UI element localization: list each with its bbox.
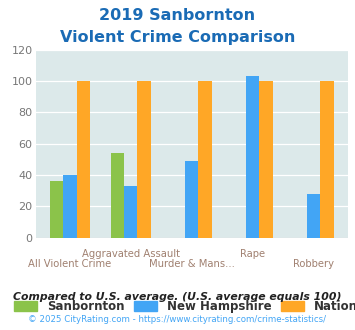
Text: © 2025 CityRating.com - https://www.cityrating.com/crime-statistics/: © 2025 CityRating.com - https://www.city…: [28, 315, 327, 324]
Text: Murder & Mans...: Murder & Mans...: [149, 259, 235, 269]
Bar: [307, 194, 320, 238]
Bar: [63, 175, 77, 238]
Text: Rape: Rape: [240, 249, 265, 259]
Bar: [124, 186, 137, 238]
Bar: [137, 81, 151, 238]
Text: 2019 Sanbornton: 2019 Sanbornton: [99, 8, 256, 23]
Bar: [111, 153, 124, 238]
Text: Aggravated Assault: Aggravated Assault: [82, 249, 180, 259]
Bar: [198, 81, 212, 238]
Text: Compared to U.S. average. (U.S. average equals 100): Compared to U.S. average. (U.S. average …: [13, 292, 342, 302]
Bar: [260, 81, 273, 238]
Bar: [185, 161, 198, 238]
Text: Violent Crime Comparison: Violent Crime Comparison: [60, 30, 295, 45]
Bar: [77, 81, 90, 238]
Text: All Violent Crime: All Violent Crime: [28, 259, 111, 269]
Bar: [246, 76, 260, 238]
Legend: Sanbornton, New Hampshire, National: Sanbornton, New Hampshire, National: [13, 300, 355, 313]
Bar: [50, 181, 63, 238]
Bar: [320, 81, 334, 238]
Text: Robbery: Robbery: [293, 259, 334, 269]
